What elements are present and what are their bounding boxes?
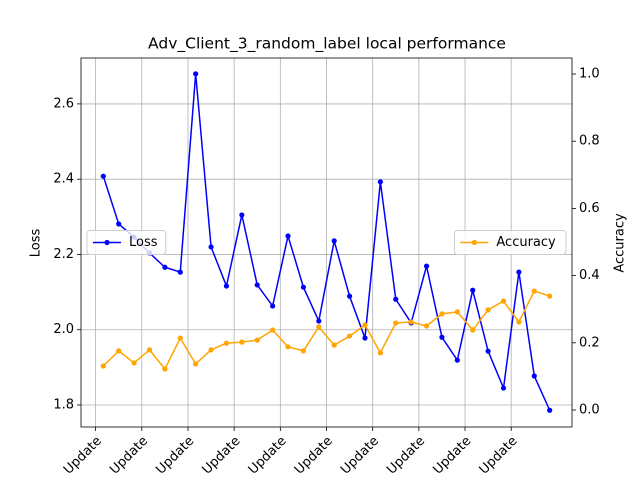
data-point [254,337,260,343]
data-point [300,284,307,290]
data-point [531,373,537,379]
x-tick-label: Update [430,434,474,478]
data-point [223,340,230,346]
series-line [102,290,550,371]
data-point [116,348,122,354]
y2-tick-label: 0.0 [579,402,600,417]
data-point [470,327,476,333]
data-point [208,347,214,353]
data-point [316,318,322,324]
legend-box [453,230,567,255]
data-point [177,335,183,341]
data-point [331,342,337,348]
y2-tick-label: 0.2 [579,335,600,350]
y2-tick-label: 0.8 [579,134,600,149]
data-point [362,322,368,328]
y2-axis-label: Accuracy [613,213,628,273]
data-point [285,233,291,239]
data-point [516,269,522,275]
y2-tick-label: 0.6 [579,201,600,216]
plot-frame [80,57,573,428]
legend: Accuracy [453,230,567,255]
data-point [500,298,507,304]
data-point [131,360,137,366]
data-point [470,287,476,293]
chart-title: Adv_Client_3_random_label local performa… [148,35,506,54]
data-point [439,334,445,340]
series-line [102,73,551,411]
data-point [193,361,199,367]
data-point [208,244,214,250]
data-point [454,357,460,363]
data-point [423,323,430,329]
legend-label: Accuracy [496,235,556,250]
legend-label: Loss [129,235,158,250]
data-point [162,264,168,270]
data-point [270,303,276,309]
data-point [531,288,537,294]
y2-tick-label: 0.4 [579,268,600,283]
data-point [331,238,337,244]
data-point [393,296,399,302]
data-point [516,319,522,325]
x-tick-label: Update [61,434,105,478]
y2-tick-label: 1.0 [579,66,600,81]
data-point [393,320,399,326]
x-tick-label: Update [477,434,521,478]
x-tick-label: Update [153,434,197,478]
data-point [454,309,460,315]
data-point [146,347,153,353]
legend: Loss [86,230,167,255]
data-point [377,179,383,185]
legend-marker [471,239,477,246]
y-tick-label: 2.6 [53,96,74,111]
data-point [239,339,245,345]
data-point [547,407,553,413]
data-point [500,385,507,391]
data-point [100,173,106,179]
y-tick-label: 2.2 [53,247,74,262]
x-tick-label: Update [200,434,244,478]
data-point [193,71,199,77]
data-point [100,363,106,369]
data-point [377,350,383,356]
data-point [362,335,368,341]
data-point [485,307,491,313]
x-tick-label: Update [246,434,290,478]
x-tick-label: Update [292,434,336,478]
data-point [547,293,553,299]
legend-box [86,230,167,255]
y-tick-label: 1.8 [53,397,74,412]
data-point [346,293,353,299]
data-point [439,311,445,317]
y-axis-label: Loss [29,229,44,258]
data-point [116,221,122,227]
x-tick-label: Update [384,434,428,478]
data-point [177,269,183,275]
data-point [223,283,230,289]
data-point [346,333,353,339]
data-point [485,348,491,354]
x-tick-label: Update [338,434,382,478]
data-point [254,282,260,288]
legend-marker [104,239,110,246]
data-point [423,263,430,269]
data-point [316,324,322,330]
data-point [239,212,245,218]
y-tick-label: 2.0 [53,322,74,337]
x-tick-label: Update [107,434,151,478]
data-point [300,348,307,354]
data-point [270,327,276,333]
data-point [285,344,291,350]
data-point [162,366,168,372]
data-point [408,319,414,325]
y-tick-label: 2.4 [53,172,74,187]
